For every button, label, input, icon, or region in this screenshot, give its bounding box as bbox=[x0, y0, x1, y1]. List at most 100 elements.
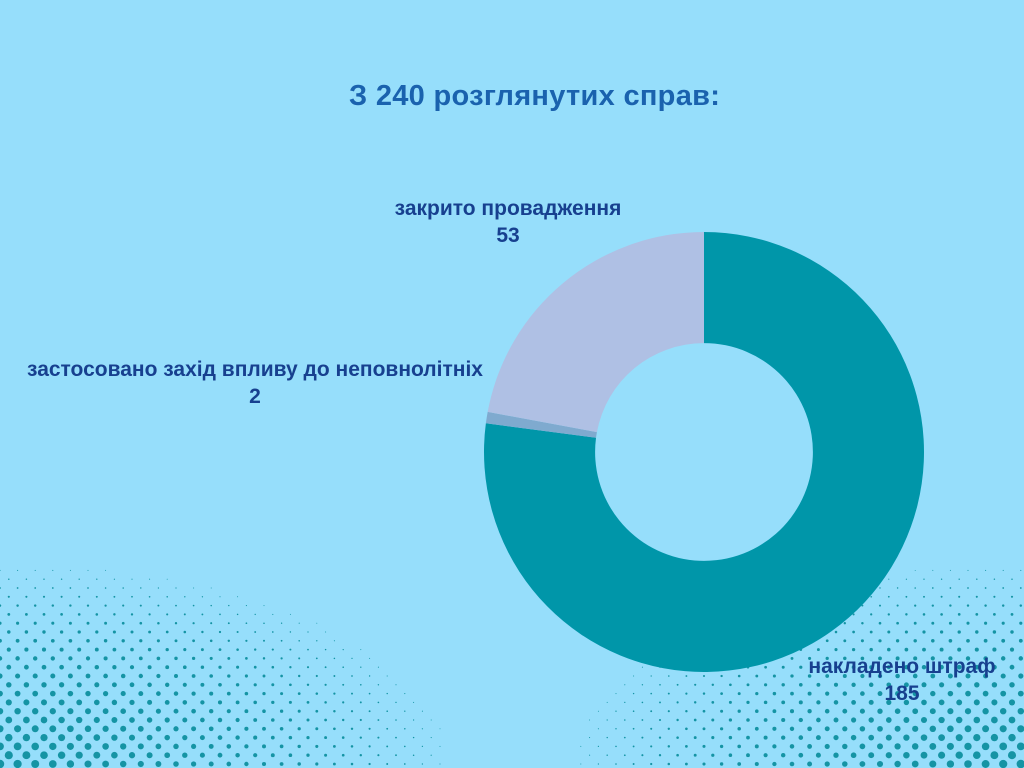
halftone-dot bbox=[183, 648, 187, 652]
halftone-dot bbox=[201, 596, 204, 598]
halftone-dot bbox=[386, 710, 389, 713]
halftone-dot bbox=[985, 569, 987, 571]
halftone-dot bbox=[130, 630, 134, 634]
halftone-dot bbox=[298, 657, 301, 660]
halftone-dot bbox=[43, 578, 45, 580]
halftone-dot bbox=[359, 718, 362, 722]
halftone-dot bbox=[395, 736, 397, 739]
halftone-dot bbox=[113, 613, 116, 616]
halftone-dot bbox=[1001, 621, 1005, 625]
halftone-dot bbox=[191, 691, 196, 696]
halftone-dot bbox=[261, 761, 267, 767]
halftone-dot bbox=[315, 762, 319, 766]
halftone-dot bbox=[404, 710, 406, 712]
halftone-dot bbox=[67, 673, 73, 679]
halftone-dot bbox=[975, 613, 979, 616]
halftone-dot bbox=[147, 647, 152, 652]
halftone-dot bbox=[359, 701, 362, 704]
halftone-dot bbox=[146, 752, 153, 759]
halftone-dot bbox=[129, 699, 135, 706]
halftone-dot bbox=[183, 630, 187, 634]
halftone-dot bbox=[755, 709, 759, 713]
halftone-dot bbox=[271, 648, 274, 651]
halftone-dot bbox=[201, 613, 204, 616]
halftone-dot bbox=[24, 647, 29, 652]
halftone-dot bbox=[333, 692, 336, 695]
halftone-dot bbox=[949, 569, 951, 571]
halftone-dot bbox=[254, 631, 257, 633]
halftone-dot bbox=[1017, 707, 1024, 715]
halftone-dot bbox=[51, 604, 55, 607]
halftone-dot bbox=[903, 751, 910, 759]
halftone-dot bbox=[201, 630, 204, 634]
halftone-dot bbox=[957, 630, 961, 634]
halftone-dot bbox=[957, 613, 961, 616]
halftone-dot bbox=[191, 674, 196, 678]
halftone-dot bbox=[155, 743, 162, 750]
halftone-dot bbox=[227, 622, 230, 625]
halftone-dot bbox=[650, 727, 653, 730]
halftone-dot bbox=[34, 587, 37, 589]
halftone-dot bbox=[191, 656, 196, 661]
halftone-dot bbox=[174, 639, 178, 643]
halftone-dot bbox=[641, 719, 644, 721]
halftone-dot bbox=[306, 701, 310, 704]
halftone-dot bbox=[746, 753, 750, 758]
halftone-dot bbox=[297, 744, 301, 749]
halftone-dot bbox=[102, 743, 109, 750]
halftone-dot bbox=[746, 718, 750, 722]
halftone-dot bbox=[262, 744, 266, 749]
halftone-dot bbox=[1017, 725, 1024, 733]
halftone-dot bbox=[51, 621, 55, 625]
halftone-dot bbox=[982, 708, 989, 715]
halftone-dot bbox=[111, 699, 118, 706]
halftone-dot bbox=[342, 701, 345, 704]
halftone-dot bbox=[245, 639, 248, 642]
halftone-dot bbox=[138, 691, 144, 697]
halftone-dot bbox=[182, 682, 187, 687]
halftone-dot bbox=[999, 759, 1008, 768]
halftone-dot bbox=[1016, 742, 1024, 751]
halftone-dot bbox=[658, 736, 662, 739]
halftone-dot bbox=[22, 751, 31, 760]
halftone-dot bbox=[580, 745, 582, 747]
halftone-dot bbox=[164, 734, 170, 741]
halftone-dot bbox=[129, 665, 135, 670]
halftone-dot bbox=[789, 726, 795, 731]
halftone-dot bbox=[350, 745, 354, 748]
halftone-dot bbox=[984, 604, 987, 607]
halftone-dot bbox=[0, 621, 2, 625]
halftone-dot bbox=[676, 736, 679, 739]
halftone-dot bbox=[96, 578, 98, 580]
halftone-dot bbox=[200, 665, 205, 669]
halftone-dot bbox=[32, 690, 39, 697]
halftone-dot bbox=[146, 734, 153, 741]
halftone-dot bbox=[377, 719, 380, 721]
halftone-dot bbox=[650, 692, 653, 695]
halftone-dot bbox=[6, 682, 12, 688]
halftone-dot bbox=[218, 665, 222, 669]
halftone-dot bbox=[173, 761, 179, 767]
halftone-dot bbox=[32, 708, 39, 715]
halftone-dot bbox=[929, 708, 936, 715]
halftone-dot bbox=[306, 718, 310, 722]
halftone-dot bbox=[280, 674, 283, 678]
halftone-dot bbox=[48, 760, 57, 768]
halftone-dot bbox=[184, 596, 186, 598]
halftone-dot bbox=[271, 700, 275, 705]
halftone-dot bbox=[981, 742, 990, 751]
halftone-dot bbox=[288, 700, 292, 704]
halftone-dot bbox=[32, 673, 38, 679]
halftone-dot bbox=[333, 675, 336, 677]
halftone-dot bbox=[685, 675, 688, 677]
halftone-dot bbox=[984, 621, 988, 625]
halftone-dot bbox=[102, 725, 109, 732]
halftone-dot bbox=[772, 709, 777, 714]
halftone-dot bbox=[789, 744, 795, 749]
halftone-dot bbox=[122, 587, 124, 589]
halftone-dot bbox=[325, 631, 327, 633]
halftone-dot bbox=[1019, 587, 1022, 589]
halftone-dot bbox=[658, 754, 662, 757]
halftone-dot bbox=[262, 709, 266, 713]
halftone-dot bbox=[112, 665, 117, 670]
